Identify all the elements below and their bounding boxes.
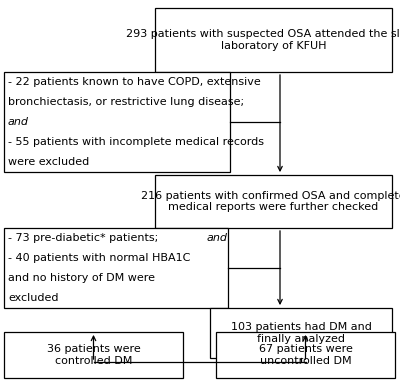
- Text: 293 patients with suspected OSA attended the sleep
laboratory of KFUH: 293 patients with suspected OSA attended…: [126, 29, 400, 51]
- Text: - 55 patients with incomplete medical records: - 55 patients with incomplete medical re…: [8, 137, 264, 147]
- Text: 36 patients were
controlled DM: 36 patients were controlled DM: [47, 344, 140, 366]
- Bar: [4, 228, 228, 308]
- Text: and: and: [206, 233, 227, 243]
- Bar: [155, 8, 392, 72]
- Bar: [210, 308, 392, 358]
- Bar: [4, 72, 230, 172]
- Text: and: and: [8, 117, 29, 127]
- Text: and no history of DM were: and no history of DM were: [8, 273, 155, 283]
- Bar: [155, 175, 392, 228]
- Text: - 22 patients known to have COPD, extensive: - 22 patients known to have COPD, extens…: [8, 77, 261, 87]
- Text: bronchiectasis, or restrictive lung disease;: bronchiectasis, or restrictive lung dise…: [8, 97, 244, 107]
- Text: - 40 patients with normal HBA1C: - 40 patients with normal HBA1C: [8, 253, 190, 263]
- Bar: [216, 332, 395, 378]
- Text: were excluded: were excluded: [8, 157, 89, 167]
- Text: 103 patients had DM and
finally analyzed: 103 patients had DM and finally analyzed: [230, 322, 372, 344]
- Text: excluded: excluded: [8, 293, 58, 303]
- Bar: [4, 332, 183, 378]
- Text: - 73 pre-diabetic* patients;: - 73 pre-diabetic* patients;: [8, 233, 162, 243]
- Text: 67 patients were
uncontrolled DM: 67 patients were uncontrolled DM: [258, 344, 352, 366]
- Text: 216 patients with confirmed OSA and complete
medical reports were further checke: 216 patients with confirmed OSA and comp…: [141, 191, 400, 212]
